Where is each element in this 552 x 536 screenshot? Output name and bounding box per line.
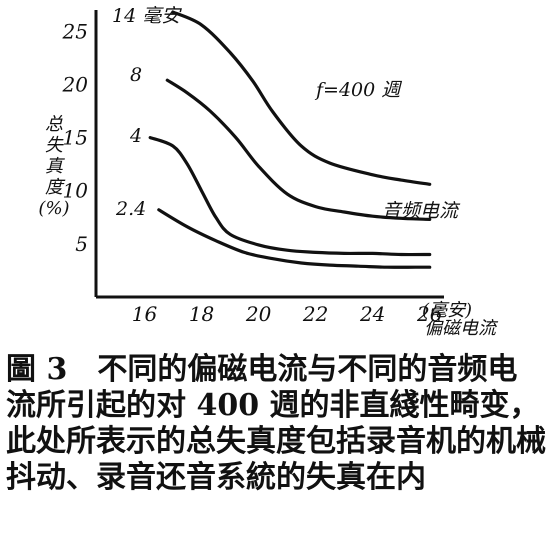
series-line bbox=[148, 136, 432, 257]
series-label: 14 毫安 bbox=[112, 5, 182, 27]
x-tick-label: 18 bbox=[189, 302, 214, 326]
curve-caption: 音频电流 bbox=[382, 200, 461, 222]
figure-caption: 圖 3 不同的偏磁电流与不同的音频电流所引起的对 400 週的非直綫性畸变，此处… bbox=[6, 352, 546, 495]
x-tick-label: 16 bbox=[132, 302, 158, 326]
x-tick-label: 24 bbox=[359, 302, 385, 326]
series-label: 8 bbox=[130, 64, 142, 86]
series-label: 2.4 bbox=[115, 198, 146, 220]
series-line bbox=[157, 208, 432, 269]
series-line bbox=[171, 10, 432, 186]
x-axis-label: 偏磁电流 bbox=[424, 318, 499, 339]
y-tick-label: 20 bbox=[62, 72, 89, 96]
chart-labels: 5 10 15 20 25 16 18 20 22 24 26 总失真度(%) (毫安)偏磁电流 f=40… bbox=[38, 5, 499, 339]
x-tick-label: 26 bbox=[416, 302, 443, 326]
y-tick-label: 25 bbox=[62, 19, 88, 43]
x-tick-label: 20 bbox=[245, 302, 272, 326]
x-axis-unit: (毫安) bbox=[422, 300, 472, 321]
frequency-annotation: f=400 週 bbox=[314, 79, 402, 101]
distortion-chart: 5 10 15 20 25 16 18 20 22 24 26 总失真度(%) (毫安)偏磁电流 f=40… bbox=[38, 5, 499, 339]
chart-curves bbox=[148, 10, 432, 269]
series-label: 4 bbox=[129, 125, 142, 147]
y-axis-label: 总失真度(%) bbox=[38, 114, 69, 219]
y-tick-label: 5 bbox=[75, 232, 88, 256]
series-line bbox=[165, 78, 432, 221]
y-tick-label: 15 bbox=[63, 126, 88, 150]
y-tick-label: 10 bbox=[63, 179, 89, 203]
x-tick-label: 22 bbox=[302, 302, 328, 326]
chart-axes bbox=[94, 10, 444, 299]
